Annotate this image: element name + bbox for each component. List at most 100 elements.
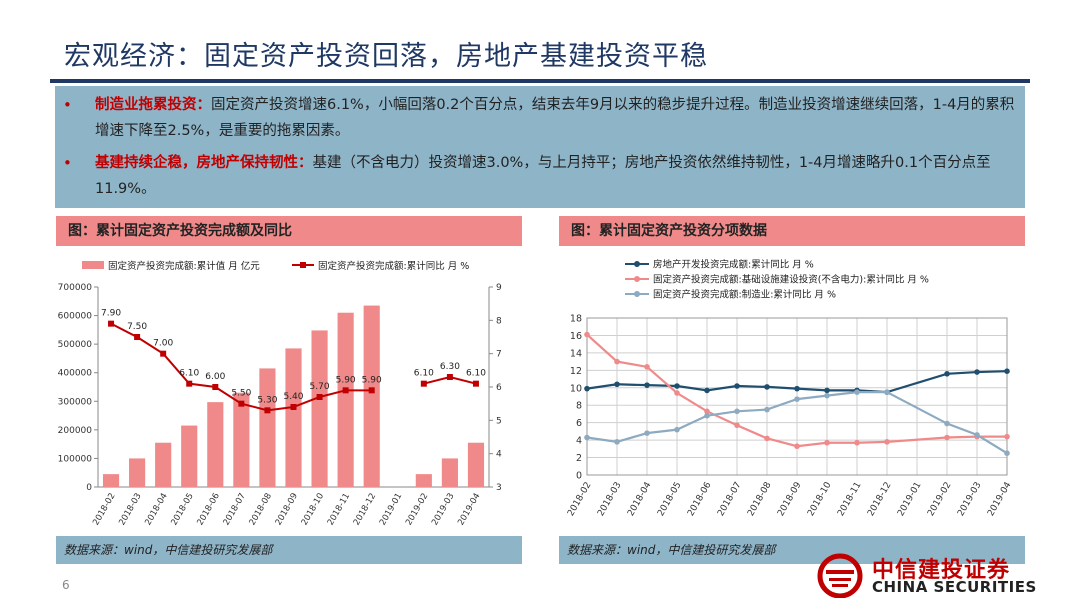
bullet-text: 固定资产投资增速6.1%，小幅回落0.2个百分点，结束去年9月以来的稳步提升过程… [95, 97, 1015, 139]
series-point [944, 371, 950, 377]
plot-frame [586, 317, 1008, 476]
data-label: 6.10 [466, 369, 486, 379]
x-tick-label: 2018-12 [352, 492, 378, 528]
left-y-tick-label: 200000 [58, 426, 93, 436]
right-y-tick-label: 5 [496, 416, 502, 426]
x-tick-label: 2018-11 [836, 481, 863, 519]
data-label: 5.40 [283, 392, 303, 402]
bar [155, 442, 172, 487]
slide-title: 宏观经济：固定资产投资回落，房地产基建投资平稳 [64, 41, 708, 72]
left-y-tick-label: 300000 [58, 397, 93, 407]
line-point [290, 404, 297, 410]
x-tick-label: 2018-12 [866, 481, 893, 519]
x-tick-label: 2018-05 [169, 492, 195, 528]
left-y-tick-label: 600000 [58, 312, 93, 322]
series-point [824, 387, 830, 394]
bar [102, 474, 120, 487]
y-tick-label: 0 [576, 471, 582, 482]
series-point [764, 435, 770, 442]
x-tick-label: 2018-02 [566, 481, 593, 519]
bar [181, 425, 198, 487]
x-tick-label: 2018-04 [626, 480, 654, 518]
right-y-tick-label: 4 [496, 450, 502, 460]
title-divider [50, 79, 1030, 83]
series-point [614, 358, 620, 365]
series-point [1004, 368, 1010, 375]
data-label: 5.90 [362, 375, 382, 385]
data-label: 6.00 [205, 372, 225, 382]
x-tick-label: 2019-02 [404, 492, 430, 528]
legend-label: 固定资产投资完成额:制造业:累计同比 月 % [653, 289, 836, 301]
line-point [420, 380, 427, 387]
logo-mark-icon [817, 553, 863, 598]
line-point [342, 387, 349, 394]
right-source: 数据来源：wind，中信建投研究发展部 [559, 536, 1025, 564]
x-tick-label: 2018-10 [806, 480, 834, 518]
bar [311, 330, 328, 487]
x-tick-label: 2019-04 [986, 480, 1014, 518]
line-point [238, 400, 245, 407]
series-point [644, 430, 650, 436]
legend-label: 房地产开发投资完成额:累计同比 月 % [653, 259, 814, 271]
investment-total-chart: 固定资产投资完成额:累计值 月 亿元 固定资产投资完成额:累计同比 月 % 0 100… [58, 260, 502, 528]
data-label: 5.30 [257, 395, 277, 405]
x-tick-label: 2019-02 [926, 481, 953, 519]
series-point [1004, 433, 1010, 440]
x-tick-label: 2018-08 [248, 492, 274, 528]
data-label: 6.10 [414, 369, 434, 379]
left-panel-heading: 图：累计固定资产投资完成额及同比 [56, 216, 522, 246]
bar [441, 458, 458, 487]
left-y-tick-label: 400000 [58, 369, 93, 379]
x-tick-label: 2018-04 [143, 492, 169, 528]
line-point [160, 350, 167, 357]
line-point [264, 407, 271, 414]
series-point [704, 408, 710, 415]
series-point [1004, 450, 1010, 456]
series-point [764, 384, 770, 390]
series-line [586, 391, 1008, 455]
x-tick-label: 2018-09 [776, 480, 804, 518]
line-point [134, 334, 141, 340]
data-label: 6.10 [179, 369, 199, 379]
bar [363, 305, 380, 487]
series-point [734, 383, 740, 389]
x-tick-label: 2018-07 [222, 492, 248, 528]
series-line [586, 370, 1008, 394]
line-point [368, 387, 375, 394]
series-point [794, 396, 800, 402]
data-label: 5.50 [231, 389, 251, 399]
series-point [704, 412, 710, 419]
series-point [614, 439, 620, 445]
x-tick-label: 2019-04 [456, 492, 482, 528]
line-point [472, 380, 479, 387]
summary-box: • 制造业拖累投资：固定资产投资增速6.1%，小幅回落0.2个百分点，结束去年9… [55, 86, 1025, 208]
left-y-tick-label: 100000 [58, 454, 93, 464]
bar [233, 392, 250, 487]
x-tick-label: 2019-01 [378, 492, 404, 528]
y-tick-label: 14 [570, 348, 582, 359]
line-point [186, 380, 193, 387]
legend-label-line: 固定资产投资完成额:累计同比 月 % [318, 260, 469, 272]
bullet-dot-icon: • [63, 154, 72, 172]
x-tick-label: 2018-08 [746, 480, 774, 518]
y-tick-label: 4 [576, 436, 582, 447]
logo-text-cn: 中信建投证券 [872, 558, 1011, 583]
data-label: 5.90 [336, 375, 356, 385]
x-tick-label: 2018-05 [656, 481, 683, 519]
series-point [974, 369, 980, 375]
bullet-highlight: 基建持续企稳，房地产保持韧性： [95, 155, 313, 171]
left-y-tick-label: 0 [86, 483, 92, 493]
series-point [704, 387, 710, 394]
series-line [586, 333, 1007, 448]
right-y-tick-label: 7 [496, 350, 502, 360]
data-label: 6.30 [440, 362, 460, 372]
left-y-tick-label: 500000 [58, 340, 93, 350]
data-label: 5.70 [310, 382, 330, 392]
right-y-tick-label: 9 [496, 283, 502, 293]
y-tick-label: 18 [570, 314, 582, 325]
series-point [854, 439, 860, 446]
legend-marker [634, 276, 640, 282]
bar [129, 458, 146, 487]
legend-marker [634, 291, 640, 297]
series-point [644, 364, 650, 370]
